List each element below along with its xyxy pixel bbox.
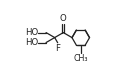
Text: F: F [56, 44, 61, 53]
Text: CH₃: CH₃ [74, 54, 88, 63]
Text: O: O [60, 14, 67, 23]
Text: HO: HO [25, 38, 38, 47]
Text: HO: HO [25, 28, 38, 37]
